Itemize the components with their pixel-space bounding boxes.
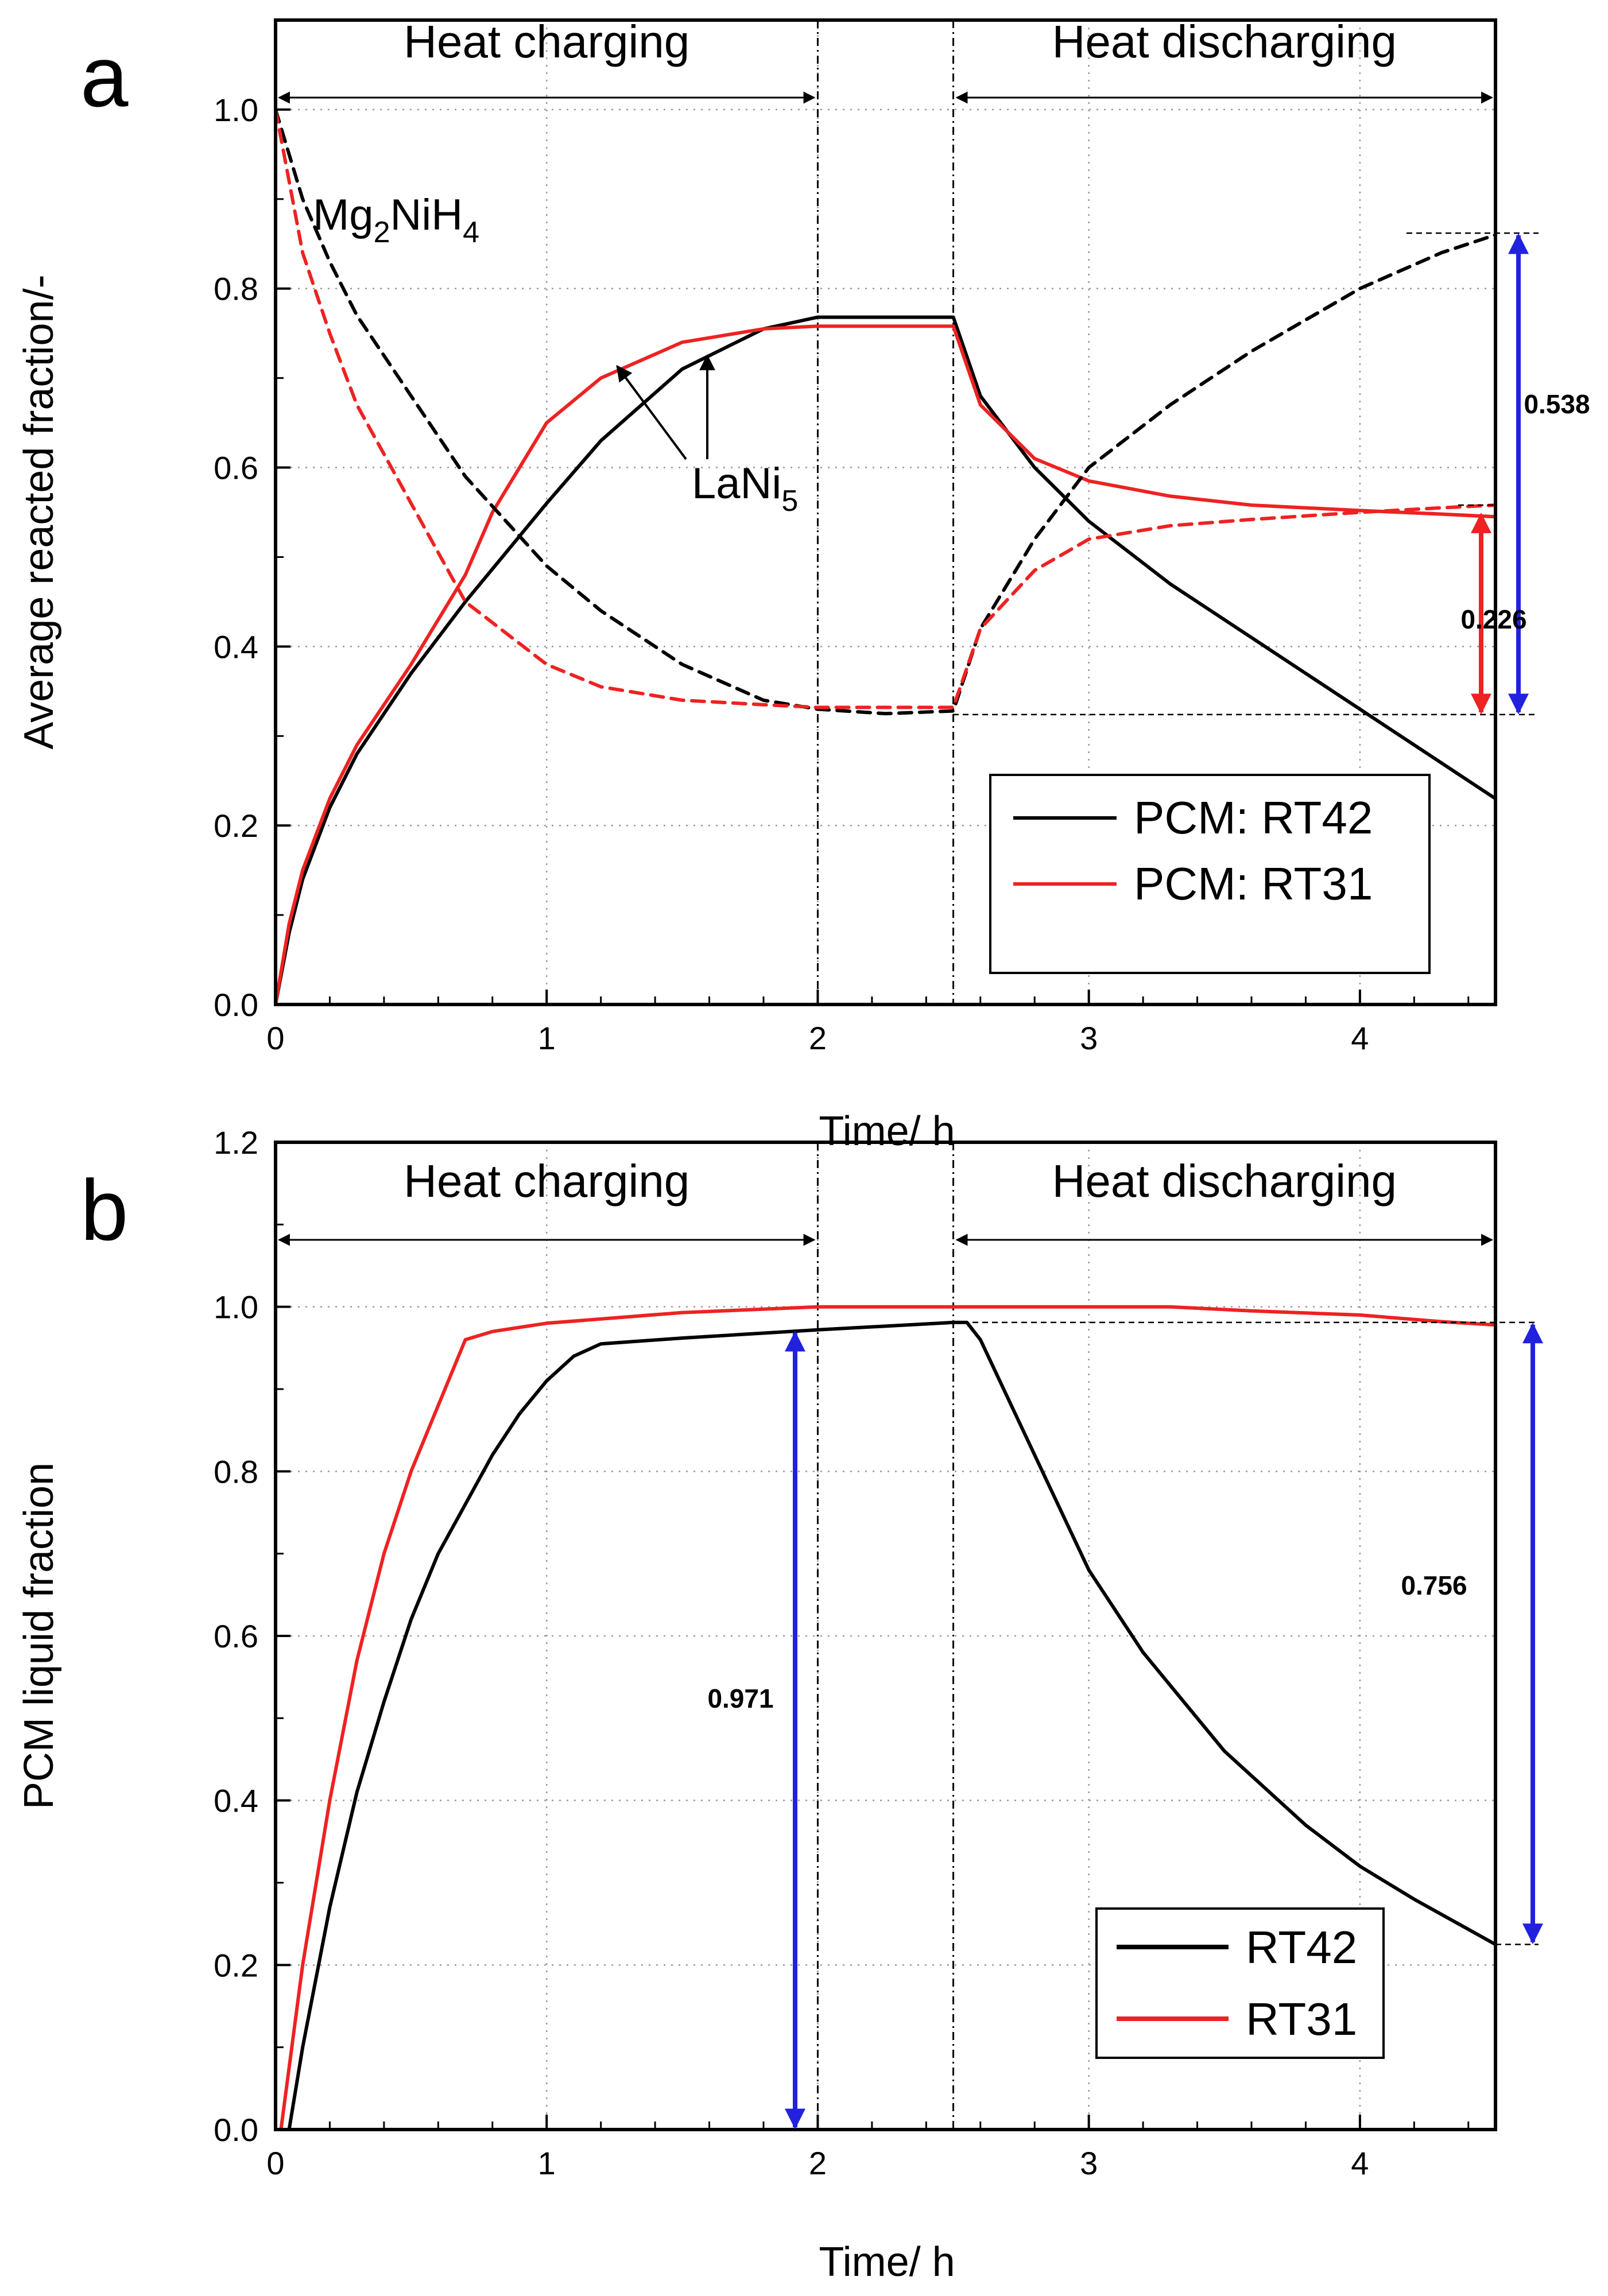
x-tick-label: 3: [1080, 1020, 1098, 1056]
series-group: [274, 1305, 1497, 2131]
x-axis-title: Time/ h: [819, 1108, 955, 1154]
x-axis-title: Time/ h: [819, 2239, 955, 2285]
legend-label-rt31: RT31: [1246, 1994, 1357, 2045]
series-line-pcm-rt31-lani5: [274, 324, 1497, 1006]
panel-a: a 0 1 2 3 40.00.20.40.60.81.0 Heat charging H…: [16, 16, 1590, 1154]
series-line-pcm-rt42-mg2nih4: [274, 107, 1497, 716]
annotation-label: 0.756: [1401, 1570, 1467, 1600]
annotation-label: 0.226: [1460, 604, 1526, 634]
pointer-arrow-rt31: [616, 364, 687, 460]
series-line-rt31: [274, 1305, 1497, 2131]
x-tick-label: 4: [1351, 1020, 1369, 1056]
y-axis-title: PCM liquid fraction: [16, 1463, 62, 1809]
y-axis-title: Average reacted fraction/-: [16, 274, 62, 749]
species-label-mg2nih4: Mg2NiH4: [313, 191, 479, 249]
annotations: 0.971 0.756: [707, 1321, 1543, 2130]
legend-box: [989, 774, 1431, 974]
y-tick-label: 0.4: [214, 1783, 258, 1819]
y-tick-label: 1.0: [214, 1289, 258, 1325]
series-line-pcm-rt42-lani5: [274, 315, 1497, 1006]
legend-label-rt42: PCM: RT42: [1134, 792, 1373, 843]
y-tick-label: 0.2: [214, 1947, 258, 1983]
x-tick-label: 2: [809, 2145, 827, 2181]
plot-frame: [274, 18, 1497, 1006]
ticks: 0 1 2 3 4 0.0 0.2 0.4 0.6 0.8 1.0: [214, 92, 1470, 1056]
panel-b: b 0 1 2 3 4 0.0 0.2 0.4 0.6 0.8 1.0 1.2 Heat chargi…: [16, 1124, 1543, 2285]
panel-letter-b: b: [80, 1162, 128, 1258]
annotation-label: 0.538: [1524, 389, 1590, 419]
series-group: [274, 107, 1497, 1006]
legend: RT42 RT31: [1095, 1907, 1385, 2059]
legend-label-rt42: RT42: [1246, 1922, 1357, 1973]
y-tick-label: 0.6: [214, 450, 258, 486]
x-tick-label: 0: [266, 2145, 284, 2181]
y-tick-label: 1.2: [214, 1124, 258, 1161]
phase-arrows: Heat charging Heat discharging: [277, 16, 1494, 104]
y-tick-label: 0.0: [214, 987, 258, 1023]
y-tick-label: 0.8: [214, 271, 258, 307]
phase-label: Heat charging: [404, 16, 689, 67]
x-tick-label: 4: [1351, 2145, 1369, 2181]
phase-boundaries: [816, 20, 955, 1004]
legend-label-rt31: PCM: RT31: [1134, 858, 1373, 909]
x-tick-label: 1: [538, 1020, 556, 1056]
annotation-label: 0.971: [707, 1684, 773, 1713]
y-tick-label: 0.6: [214, 1618, 258, 1654]
y-tick-label: 0.2: [214, 808, 258, 844]
species-label-lani5: LaNi5: [692, 459, 798, 518]
panel-letter-a: a: [80, 28, 129, 125]
series-line-pcm-rt31-mg2nih4: [274, 107, 1497, 709]
x-tick-label: 3: [1080, 2145, 1098, 2181]
x-tick-label: 0: [266, 1020, 284, 1056]
ticks: 0 1 2 3 4 0.0 0.2 0.4 0.6 0.8 1.0 1.2: [214, 1124, 1470, 2181]
x-tick-label: 2: [809, 1020, 827, 1056]
phase-label: Heat discharging: [1052, 16, 1397, 67]
phase-label: Heat discharging: [1052, 1155, 1397, 1207]
y-tick-label: 0.0: [214, 2112, 258, 2148]
legend: PCM: RT42 PCM: RT31: [989, 774, 1431, 974]
phase-arrows: Heat charging Heat discharging: [277, 1155, 1494, 1246]
annotations: 0.538 0.226: [953, 232, 1590, 716]
y-tick-label: 0.4: [214, 629, 258, 665]
phase-label: Heat charging: [404, 1155, 689, 1207]
legend-box: [1095, 1907, 1385, 2059]
y-tick-label: 0.8: [214, 1453, 258, 1490]
x-tick-label: 1: [538, 2145, 556, 2181]
y-tick-label: 1.0: [214, 92, 258, 128]
series-line-rt42: [274, 1320, 1497, 2131]
